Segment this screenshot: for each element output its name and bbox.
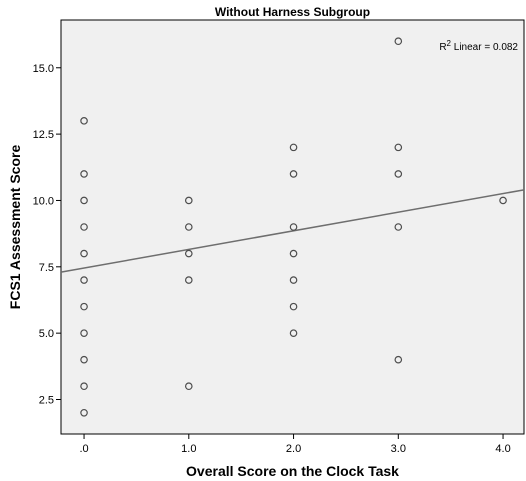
data-point: [394, 143, 403, 152]
linear-fit-line: [60, 189, 525, 273]
x-tick-label: 2.0: [286, 443, 301, 455]
data-point: [80, 196, 88, 205]
data-point: [289, 170, 298, 178]
y-axis-label: FCS1 Assessment Score: [7, 145, 23, 310]
data-points: [80, 37, 507, 417]
data-point: [80, 117, 88, 125]
x-axis-label: Overall Score on the Clock Task: [186, 463, 399, 479]
data-point: [499, 196, 507, 205]
data-point: [394, 37, 403, 46]
data-point: [184, 249, 193, 258]
r2-annotation: R2 Linear = 0.082: [439, 39, 518, 53]
data-point: [80, 223, 88, 231]
data-point: [394, 170, 403, 178]
y-tick-label: 12.5: [33, 129, 54, 141]
data-point: [184, 382, 193, 391]
data-point: [394, 223, 403, 231]
r2-prefix: R: [439, 42, 446, 53]
data-point: [394, 355, 403, 364]
x-tick-label: 1.0: [181, 443, 196, 455]
data-point: [80, 302, 88, 311]
data-point: [289, 276, 298, 284]
y-tick-label: 2.5: [39, 395, 54, 407]
y-tick-label: 15.0: [33, 63, 54, 75]
x-axis-ticks: .0 1.0 2.0 3.0 4.0: [79, 434, 511, 455]
data-point: [184, 276, 193, 284]
data-point: [80, 329, 88, 337]
data-point: [289, 249, 298, 258]
y-tick-label: 10.0: [33, 195, 54, 207]
data-point: [289, 143, 298, 152]
data-point: [80, 408, 88, 417]
data-point: [80, 382, 88, 391]
data-point: [289, 329, 298, 337]
chart-title: Without Harness Subgroup: [215, 5, 370, 19]
y-tick-label: 5.0: [39, 328, 54, 340]
plot-background: [60, 19, 525, 435]
data-point: [80, 355, 88, 364]
data-point: [289, 302, 298, 311]
data-point: [80, 170, 88, 178]
data-point: [80, 276, 88, 284]
data-point: [184, 223, 193, 231]
r2-superscript: 2: [447, 39, 452, 48]
data-point: [184, 196, 193, 205]
x-tick-label: .0: [79, 443, 88, 455]
y-tick-label: 7.5: [39, 262, 54, 274]
x-tick-label: 4.0: [495, 443, 510, 455]
x-tick-label: 3.0: [391, 443, 406, 455]
y-axis-ticks: 2.5 5.0 7.5 10.0 12.5 15.0: [33, 63, 61, 407]
data-point: [289, 223, 298, 231]
r2-suffix: Linear = 0.082: [451, 42, 518, 53]
data-point: [80, 249, 88, 258]
